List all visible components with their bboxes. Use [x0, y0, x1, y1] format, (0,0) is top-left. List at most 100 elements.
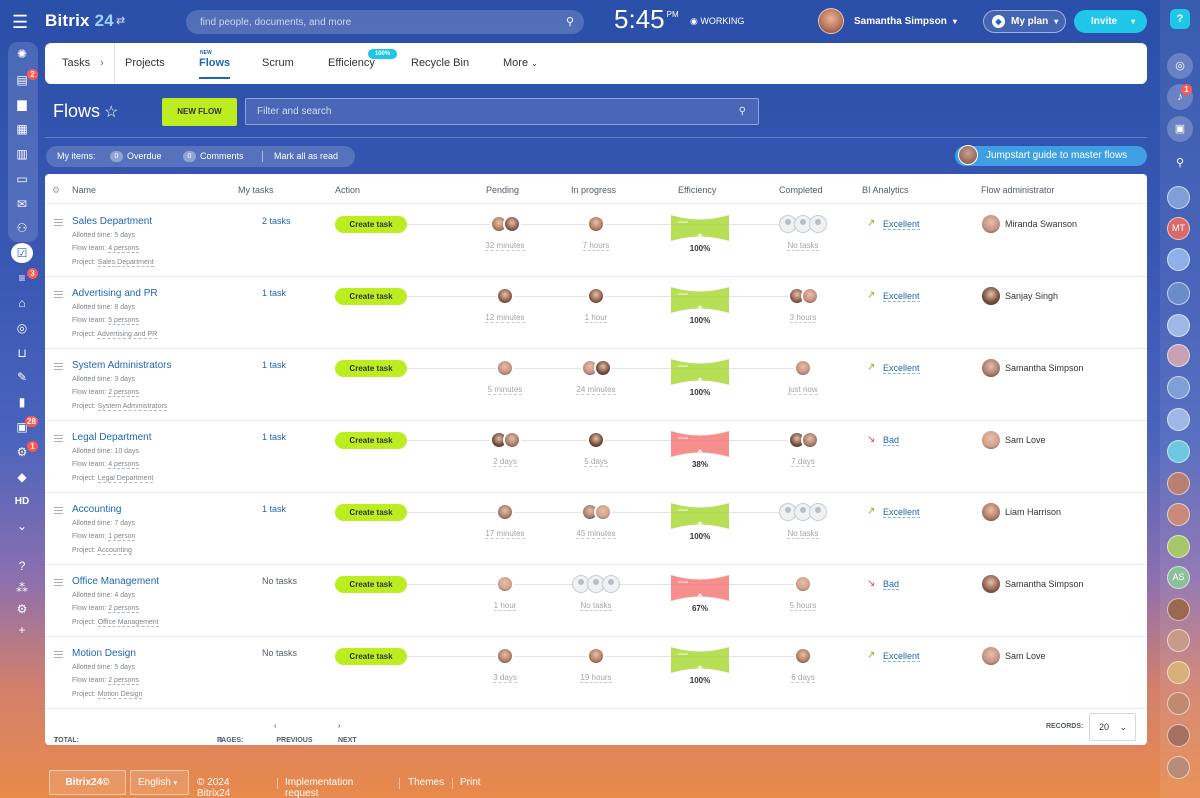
- sidebar-tasks-icon[interactable]: ▤: [16, 73, 28, 87]
- avatar[interactable]: [593, 503, 612, 521]
- drag-handle-icon[interactable]: [54, 579, 63, 586]
- contact-avatar[interactable]: [1167, 598, 1190, 621]
- sidebar-filter-icon[interactable]: ≡: [18, 271, 26, 285]
- sidebar-shop-icon[interactable]: ⊔: [17, 346, 27, 360]
- contact-avatar[interactable]: [1167, 503, 1190, 526]
- language-select[interactable]: English ▾: [130, 770, 189, 795]
- invite-button[interactable]: Invite ▾: [1074, 10, 1147, 33]
- avatar[interactable]: [593, 359, 612, 377]
- contact-avatar[interactable]: [1167, 344, 1190, 367]
- avatar[interactable]: [496, 575, 514, 593]
- col-efficiency[interactable]: Efficiency: [678, 185, 717, 195]
- avatar[interactable]: [794, 359, 812, 377]
- avatar[interactable]: [587, 647, 605, 665]
- drag-handle-icon[interactable]: [54, 363, 63, 370]
- pending-time[interactable]: 5 minutes: [487, 385, 523, 395]
- create-task-button[interactable]: Create task: [335, 576, 407, 593]
- col-in-progress[interactable]: In progress: [571, 185, 617, 195]
- contact-avatar[interactable]: [1167, 408, 1190, 431]
- completed-time[interactable]: 5 hours: [789, 601, 817, 611]
- bitrix-logo[interactable]: Bitrix 24: [45, 11, 114, 31]
- flow-admin[interactable]: Sam Love: [982, 647, 1046, 665]
- my-tasks-link[interactable]: 1 task: [262, 288, 287, 298]
- messenger-icon[interactable]: ▣: [1167, 116, 1193, 142]
- flow-admin[interactable]: Sam Love: [982, 431, 1046, 449]
- sidebar-team-icon[interactable]: ⚇: [16, 221, 28, 235]
- progress-time[interactable]: 1 hour: [584, 313, 608, 323]
- sidebar-automation-icon[interactable]: ⚙: [16, 445, 28, 459]
- drag-handle-icon[interactable]: [54, 651, 63, 658]
- drag-handle-icon[interactable]: [54, 219, 63, 226]
- mark-all-read-link[interactable]: Mark all as read: [274, 151, 339, 161]
- col-pending[interactable]: Pending: [486, 185, 520, 195]
- my-tasks-link[interactable]: 2 tasks: [262, 216, 291, 226]
- contact-avatar[interactable]: [1167, 692, 1190, 715]
- flow-admin[interactable]: Samantha Simpson: [982, 359, 1084, 377]
- menu-icon[interactable]: ☰: [12, 12, 29, 32]
- avatar[interactable]: [496, 359, 514, 377]
- sitemap-icon[interactable]: ⁂: [16, 581, 28, 595]
- themes-link[interactable]: Themes: [408, 777, 445, 788]
- bi-analytics-link[interactable]: Bad: [883, 579, 900, 590]
- avatar[interactable]: [587, 287, 605, 305]
- star-icon[interactable]: ☆: [104, 104, 119, 121]
- pending-time[interactable]: 12 minutes: [485, 313, 525, 323]
- progress-time[interactable]: 24 minutes: [576, 385, 616, 395]
- pending-time[interactable]: 2 days: [493, 457, 517, 467]
- my-plan-button[interactable]: ◆ My plan ▾: [983, 10, 1066, 33]
- tab-flows[interactable]: Flows: [199, 57, 231, 79]
- flow-name-link[interactable]: Accounting: [72, 504, 122, 515]
- create-task-button[interactable]: Create task: [335, 648, 407, 665]
- tab-recycle-bin[interactable]: Recycle Bin: [411, 57, 470, 69]
- drag-handle-icon[interactable]: [54, 507, 63, 514]
- avatar[interactable]: [496, 503, 514, 521]
- my-tasks-link[interactable]: 1 task: [262, 504, 287, 514]
- flow-name-link[interactable]: Advertising and PR: [72, 288, 158, 299]
- team-link[interactable]: 2 persons: [108, 677, 139, 685]
- my-tasks-link[interactable]: 1 task: [262, 360, 287, 370]
- contact-avatar-as[interactable]: AS: [1167, 566, 1190, 589]
- flow-name-link[interactable]: Legal Department: [72, 432, 152, 443]
- sidebar-more-icon[interactable]: ⌄: [16, 519, 28, 533]
- flow-name-link[interactable]: System Administrators: [72, 360, 172, 371]
- sidebar-store-icon[interactable]: ◆: [17, 470, 27, 484]
- clock[interactable]: 5:45 PM: [614, 4, 679, 35]
- sidebar-sign-icon[interactable]: ✎: [16, 370, 28, 384]
- avatar[interactable]: [502, 215, 521, 233]
- pending-time[interactable]: 3 days: [493, 673, 517, 683]
- tab-more[interactable]: More ⌄: [503, 57, 538, 69]
- flow-name-link[interactable]: Motion Design: [72, 648, 136, 659]
- search-icon[interactable]: ⚲: [1175, 157, 1185, 169]
- completed-time[interactable]: 7 days: [791, 457, 815, 467]
- next-page-link[interactable]: NEXT ›: [338, 723, 357, 744]
- progress-time[interactable]: 19 hours: [580, 673, 612, 683]
- project-link[interactable]: Advertising and PR: [97, 331, 158, 339]
- completed-time[interactable]: just now: [788, 385, 818, 395]
- sidebar-company-icon[interactable]: ⌂: [18, 296, 26, 310]
- copilot-icon[interactable]: ◎: [1167, 53, 1193, 79]
- contact-avatar[interactable]: [1167, 314, 1190, 337]
- team-link[interactable]: 5 persons: [108, 317, 139, 325]
- jumpstart-guide-button[interactable]: Jumpstart guide to master flows: [955, 145, 1147, 166]
- sidebar-drive-icon[interactable]: ▭: [16, 172, 28, 186]
- drag-handle-icon[interactable]: [54, 291, 63, 298]
- create-task-button[interactable]: Create task: [335, 432, 407, 449]
- avatar[interactable]: [496, 287, 514, 305]
- completed-time[interactable]: 6 days: [791, 673, 815, 683]
- avatar[interactable]: [800, 431, 819, 449]
- avatar[interactable]: [496, 647, 514, 665]
- gear-icon[interactable]: ⚙: [52, 185, 61, 195]
- tab-scrum[interactable]: Scrum: [262, 57, 294, 69]
- contact-avatar[interactable]: [1167, 756, 1190, 779]
- tab-projects[interactable]: Projects: [125, 57, 165, 69]
- bi-analytics-link[interactable]: Excellent: [883, 507, 920, 518]
- project-link[interactable]: Sales Department: [97, 259, 154, 267]
- comments-filter[interactable]: 0 Comments: [183, 146, 244, 167]
- col-completed[interactable]: Completed: [779, 185, 823, 195]
- project-link[interactable]: System Administrators: [97, 403, 168, 411]
- bitrix24-footer-logo[interactable]: Bitrix24©: [49, 770, 126, 795]
- sidebar-flows-icon[interactable]: ☑: [11, 243, 33, 263]
- filter-search-input[interactable]: [246, 99, 758, 124]
- pending-time[interactable]: 1 hour: [493, 601, 517, 611]
- avatar[interactable]: [794, 647, 812, 665]
